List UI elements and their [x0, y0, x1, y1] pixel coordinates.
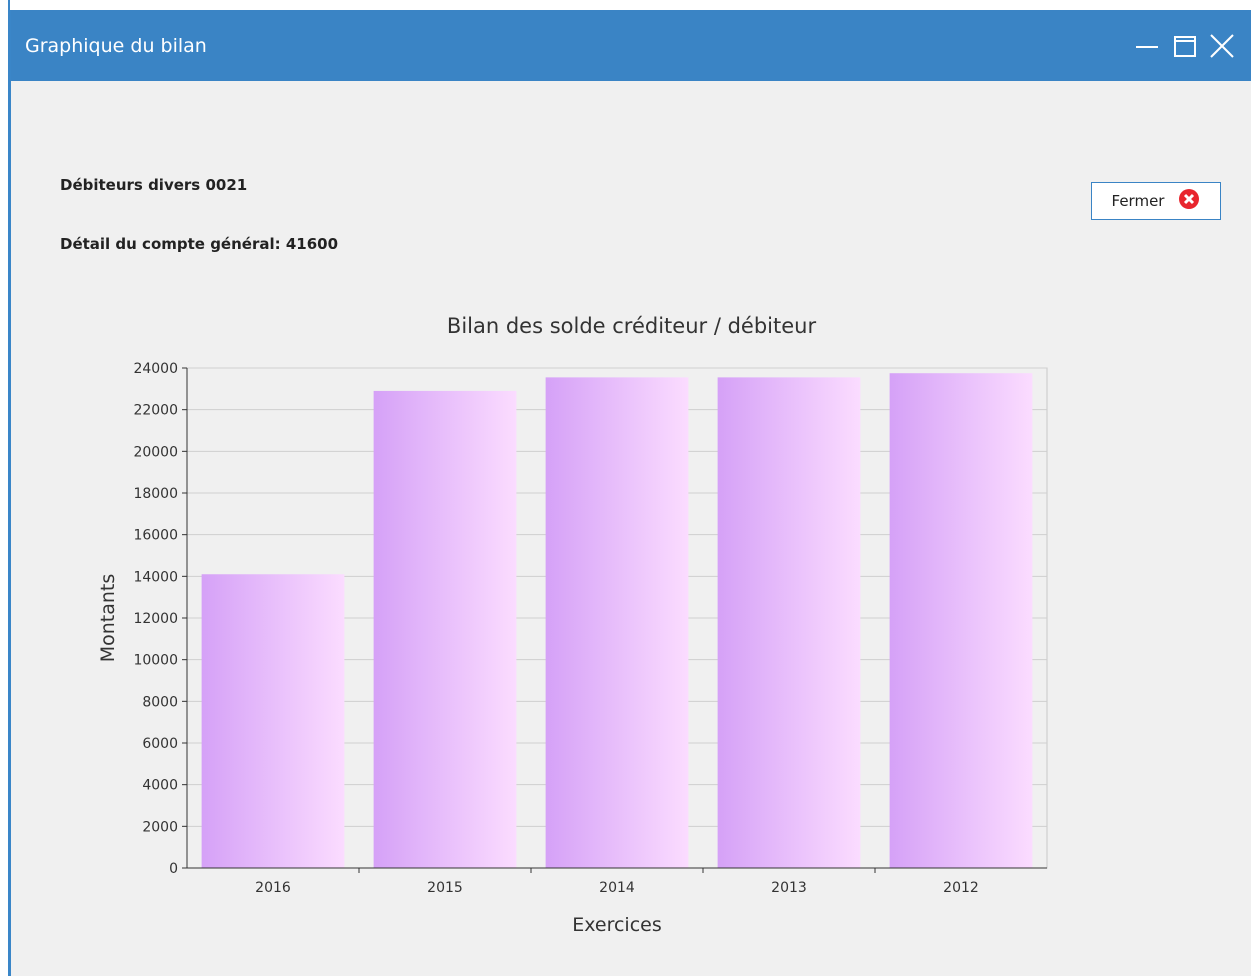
bar-2012: [889, 373, 1033, 868]
x-tick-label: 2013: [771, 880, 807, 896]
bars: [201, 373, 1033, 868]
bar-2013: [717, 377, 861, 868]
y-tick-label: 16000: [133, 528, 178, 544]
bar-2015: [373, 390, 517, 868]
axes: 0 2000 4000 6000 8000 10000 12000 14000 16000 180…: [133, 361, 1047, 896]
x-tick-label: 2012: [943, 880, 979, 896]
minimize-icon[interactable]: [1133, 32, 1161, 60]
y-tick-label: 8000: [142, 694, 178, 710]
title-bar[interactable]: Graphique du bilan: [11, 10, 1251, 81]
x-tick-label: 2015: [427, 880, 463, 896]
chart-title: Bilan des solde créditeur / débiteur: [446, 314, 817, 338]
account-name: Débiteurs divers 0021: [60, 176, 248, 194]
bar-2016: [201, 574, 345, 868]
y-tick-label: 10000: [133, 653, 178, 669]
background-window-edge: [0, 0, 10, 976]
y-axis-title: Montants: [97, 574, 119, 663]
window-title: Graphique du bilan: [25, 35, 207, 57]
maximize-icon[interactable]: [1171, 32, 1199, 60]
chart-dialog: Graphique du bilan Débiteurs divers 0021…: [10, 10, 1251, 976]
x-tick-label: 2016: [255, 880, 291, 896]
x-tick-label: 2014: [599, 880, 635, 896]
y-tick-label: 18000: [133, 486, 178, 502]
fermer-button-label: Fermer: [1111, 192, 1165, 210]
account-detail: Détail du compte général: 41600: [60, 235, 339, 253]
y-tick-label: 22000: [133, 403, 178, 419]
y-tick-label: 12000: [133, 611, 178, 627]
y-tick-label: 2000: [142, 819, 178, 835]
y-tick-label: 0: [169, 861, 178, 877]
y-tick-label: 14000: [133, 569, 178, 585]
y-tick-label: 4000: [142, 778, 178, 794]
y-tick-label: 24000: [133, 361, 178, 377]
bar-chart: 0 2000 4000 6000 8000 10000 12000 14000 16000 180…: [97, 361, 1048, 936]
fermer-button[interactable]: Fermer: [1091, 182, 1221, 220]
close-circle-icon: [1178, 188, 1200, 214]
y-tick-label: 6000: [142, 736, 178, 752]
x-axis-title: Exercices: [572, 914, 662, 936]
close-icon[interactable]: [1208, 32, 1236, 60]
y-tick-label: 20000: [133, 444, 178, 460]
bar-2014: [545, 377, 689, 868]
